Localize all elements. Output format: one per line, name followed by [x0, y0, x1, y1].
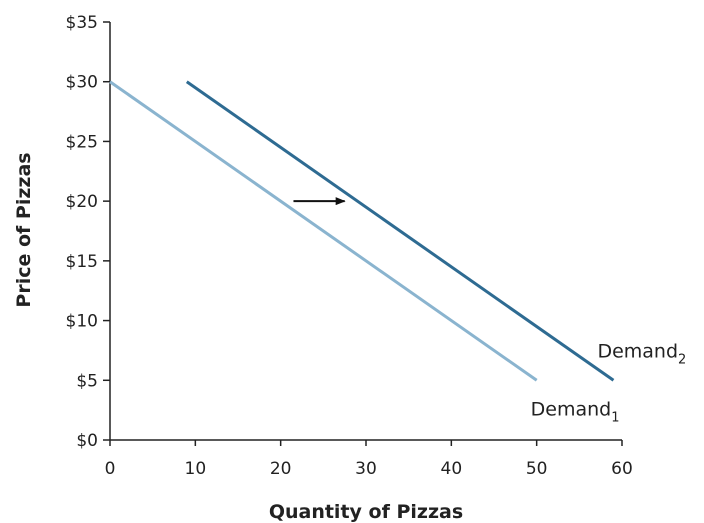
series-label-subscript: 1 — [611, 410, 619, 425]
x-tick-label: 30 — [355, 459, 377, 479]
demand-2-label: Demand2 — [597, 340, 686, 367]
y-tick-label: $5 — [76, 371, 98, 391]
y-axis-title: Price of Pizzas — [13, 152, 35, 307]
x-tick-label: 20 — [270, 459, 292, 479]
x-tick-label: 60 — [611, 459, 633, 479]
y-tick-label: $30 — [66, 73, 98, 93]
series-label-name: Demand — [597, 340, 678, 362]
x-ticks: 0 10 20 30 40 50 60 — [105, 440, 633, 479]
y-tick-label: $10 — [66, 312, 98, 332]
x-tick-label: 10 — [185, 459, 207, 479]
x-tick-label: 0 — [105, 459, 116, 479]
y-tick-label: $20 — [66, 192, 98, 212]
demand-1-line — [109, 80, 538, 382]
demand-1-label: Demand1 — [531, 398, 620, 425]
x-tick-label: 50 — [526, 459, 548, 479]
x-axis-title: Quantity of Pizzas — [269, 501, 463, 523]
series-label-name: Demand — [531, 398, 612, 420]
y-tick-label: $0 — [76, 431, 98, 451]
y-tick-label: $35 — [66, 13, 98, 33]
y-tick-label: $15 — [66, 252, 98, 272]
series-label-subscript: 2 — [678, 352, 686, 367]
y-ticks: $0 $5 $10 $15 $20 $25 $30 $35 — [66, 13, 110, 451]
x-tick-label: 40 — [441, 459, 463, 479]
axes: 0 10 20 30 40 50 60 $0 $5 $10 $15 $20 $25 $30 $35 — [66, 13, 633, 479]
demand-2-line — [185, 80, 615, 382]
y-tick-label: $25 — [66, 132, 98, 152]
